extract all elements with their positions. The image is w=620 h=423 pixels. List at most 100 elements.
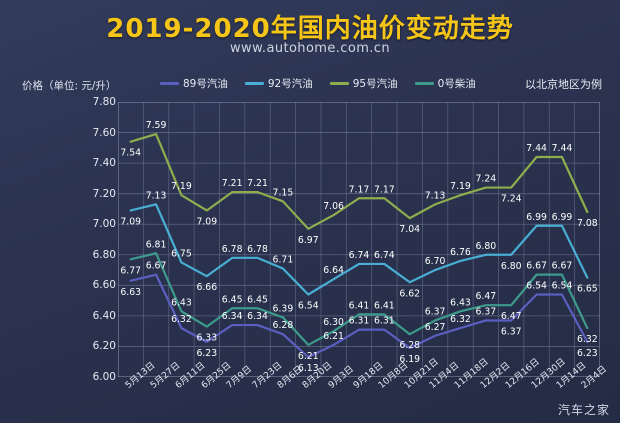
data-label: 6.37 xyxy=(425,306,446,317)
data-label: 7.13 xyxy=(146,190,167,201)
data-label: 7.09 xyxy=(120,216,141,227)
legend-label-92: 92号汽油 xyxy=(267,78,313,90)
legend-label-89: 89号汽油 xyxy=(183,78,228,90)
region-note: 以北京地区为例 xyxy=(525,78,602,91)
chart-legend: 89号汽油 92号汽油 95号汽油 0号柴油 xyxy=(160,76,476,91)
legend-label-95: 95号汽油 xyxy=(352,78,398,90)
data-label: 6.28 xyxy=(399,340,420,351)
site-url: www.autohome.com.cn xyxy=(230,41,390,56)
data-label: 7.06 xyxy=(323,201,344,212)
data-label: 6.75 xyxy=(171,248,192,259)
data-label: 6.54 xyxy=(552,281,573,292)
page-title: 2019-2020年国内油价变动走势 xyxy=(106,14,514,44)
legend-swatch-92 xyxy=(244,82,264,85)
data-label: 6.65 xyxy=(577,284,598,295)
legend-item-95[interactable]: 95号汽油 xyxy=(329,76,398,91)
data-label: 6.71 xyxy=(273,255,294,266)
data-label: 6.32 xyxy=(450,314,471,325)
y-tick-label: 7.00 xyxy=(92,218,116,231)
data-label: 6.31 xyxy=(349,316,370,327)
y-tick-label: 7.80 xyxy=(92,96,116,108)
y-tick-label: 7.20 xyxy=(92,187,116,200)
data-label: 6.34 xyxy=(222,311,243,322)
data-label: 6.47 xyxy=(501,311,522,322)
data-label: 7.21 xyxy=(222,178,243,189)
data-label: 6.64 xyxy=(323,265,344,276)
data-label: 6.41 xyxy=(374,300,395,311)
data-label: 6.67 xyxy=(146,261,167,272)
data-label: 7.13 xyxy=(425,190,446,201)
data-label: 6.66 xyxy=(196,282,217,293)
data-label: 6.80 xyxy=(501,261,522,272)
data-label: 6.54 xyxy=(526,281,547,292)
data-label: 7.24 xyxy=(475,174,496,185)
data-label: 6.54 xyxy=(298,301,319,312)
data-label: 6.34 xyxy=(247,311,268,322)
legend-item-92[interactable]: 92号汽油 xyxy=(244,76,313,91)
data-label: 7.17 xyxy=(374,184,395,195)
data-label: 7.44 xyxy=(552,143,573,154)
data-label: 6.19 xyxy=(399,354,420,365)
x-axis-labels: 5月13日 5月27日 6月11日 6月25日 7月9日 7月23日 8月6日 8月20日 9月… xyxy=(118,357,610,423)
data-label: 7.44 xyxy=(526,143,547,154)
data-label: 6.45 xyxy=(247,294,268,305)
series-line-3 xyxy=(129,252,589,347)
y-tick-label: 6.80 xyxy=(92,248,116,261)
data-label: 6.81 xyxy=(146,239,167,250)
data-label: 7.19 xyxy=(171,181,192,192)
watermark: 汽车之家 xyxy=(557,403,610,417)
data-label: 7.19 xyxy=(450,181,471,192)
data-label: 6.77 xyxy=(120,265,141,276)
data-label: 6.32 xyxy=(577,334,598,345)
data-label: 7.17 xyxy=(349,184,370,195)
data-label: 7.59 xyxy=(146,120,167,131)
legend-label-0diesel: 0号柴油 xyxy=(437,78,476,90)
data-label: 6.37 xyxy=(475,306,496,317)
data-label: 6.43 xyxy=(450,297,471,308)
data-label: 6.74 xyxy=(349,250,370,261)
series-line-1 xyxy=(129,203,589,296)
y-axis-unit-label: 价格（单位: 元/升） xyxy=(22,80,117,92)
y-tick-label: 6.40 xyxy=(92,309,116,322)
data-label: 7.08 xyxy=(577,218,598,229)
data-label: 7.54 xyxy=(120,148,141,159)
data-label: 6.39 xyxy=(273,303,294,314)
data-label: 7.09 xyxy=(196,216,217,227)
data-label: 6.80 xyxy=(475,241,496,252)
plot-area: 6.63 6.67 6.32 6.23 6.34 6.34 6.28 6.13 6.21 6.31… xyxy=(118,102,600,377)
data-label: 6.74 xyxy=(374,250,395,261)
data-label: 6.32 xyxy=(171,314,192,325)
data-label: 6.21 xyxy=(298,351,319,362)
data-label: 6.37 xyxy=(501,326,522,337)
series-line-0 xyxy=(129,273,589,359)
data-label: 6.67 xyxy=(526,261,547,272)
data-label: 6.23 xyxy=(577,348,598,359)
data-label: 7.04 xyxy=(399,224,420,235)
data-label: 7.24 xyxy=(501,194,522,205)
data-label: 6.30 xyxy=(323,317,344,328)
data-label: 6.97 xyxy=(298,235,319,246)
legend-swatch-95 xyxy=(329,82,349,85)
data-label: 6.99 xyxy=(552,212,573,223)
data-label: 6.33 xyxy=(196,333,217,344)
data-label: 6.27 xyxy=(425,322,446,333)
data-label: 6.99 xyxy=(526,212,547,223)
data-label: 6.67 xyxy=(552,261,573,272)
series-line-2 xyxy=(129,132,589,230)
data-label: 6.47 xyxy=(475,291,496,302)
legend-item-0diesel[interactable]: 0号柴油 xyxy=(414,76,476,91)
legend-swatch-89 xyxy=(160,82,179,85)
y-axis-labels: 6.00 6.20 6.40 6.60 6.80 7.00 7.20 7.40 7.60 7.80 xyxy=(92,96,116,383)
data-label: 6.76 xyxy=(450,247,471,258)
line-chart-svg: 6.636.676.326.236.34 6.346.286.136.216.31… xyxy=(118,102,600,377)
data-label: 6.78 xyxy=(222,244,243,255)
data-label: 6.78 xyxy=(247,244,268,255)
data-label: 6.31 xyxy=(374,316,395,327)
y-tick-label: 6.20 xyxy=(92,340,116,353)
data-label: 6.62 xyxy=(399,288,420,299)
data-label: 6.41 xyxy=(349,300,370,311)
legend-item-89[interactable]: 89号汽油 xyxy=(160,76,228,91)
data-label: 6.13 xyxy=(298,363,319,374)
data-label: 7.15 xyxy=(273,187,294,198)
